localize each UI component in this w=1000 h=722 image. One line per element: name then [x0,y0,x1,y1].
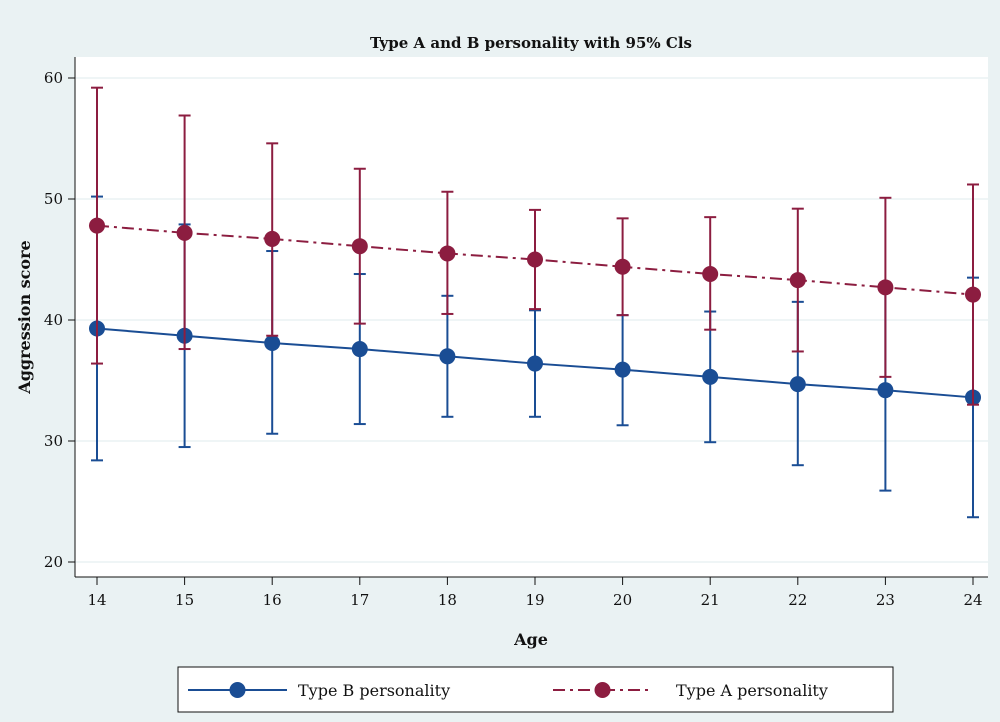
data-point [351,341,368,358]
data-point [89,217,105,234]
data-point [527,355,543,372]
data-point [789,272,806,289]
axes: 20 30 40 50 60 14 15 16 17 18 19 20 21 22 23 24 [44,57,988,609]
data-point [877,382,894,399]
grid-lines [75,77,988,563]
x-tick-label: 23 [876,591,895,609]
legend-swatch-marker [229,682,246,698]
x-tick-label: 18 [438,591,457,609]
data-point [965,286,981,303]
y-tick-label: 30 [44,432,63,450]
data-point [614,258,631,275]
legend-label: Type A personality [676,681,828,700]
y-tick-label: 20 [44,553,63,571]
legend-swatch-marker [594,682,611,698]
data-point [264,334,281,351]
x-tick-label: 16 [263,591,282,609]
data-point [439,245,456,262]
x-tick-label: 20 [613,591,632,609]
data-point [614,361,631,378]
data-point [527,251,543,268]
legend-label: Type B personality [298,681,450,700]
y-axis-title: Aggression score [15,240,34,394]
y-tick-label: 60 [44,69,63,87]
x-tick-label: 22 [788,591,807,609]
legend-item-type-b: Type B personality [188,681,450,700]
legend: Type B personality Type A personality [177,666,894,713]
data-point [877,279,894,296]
x-tick-label: 24 [963,591,982,609]
x-tick-label: 21 [701,591,720,609]
data-point [702,266,719,283]
data-point [264,230,281,247]
data-point [702,368,719,385]
x-tick-label: 14 [87,591,106,609]
x-tick-label: 19 [525,591,544,609]
y-tick-label: 50 [44,190,63,208]
data-point [176,224,193,241]
series-line [96,224,974,296]
x-tick-label: 15 [175,591,194,609]
data-point [789,376,806,393]
legend-item-type-a: Type A personality [553,681,828,700]
data-point [439,348,456,365]
data-point [351,238,368,255]
x-tick-label: 17 [350,591,369,609]
series-layer [89,86,981,519]
series-type-a [89,86,981,406]
chart-title: Type A and B personality with 95% Cls [370,34,692,52]
legend-box [177,666,894,713]
x-axis-title: Age [513,630,548,649]
plot-area [75,57,988,577]
y-tick-label: 40 [44,311,63,329]
